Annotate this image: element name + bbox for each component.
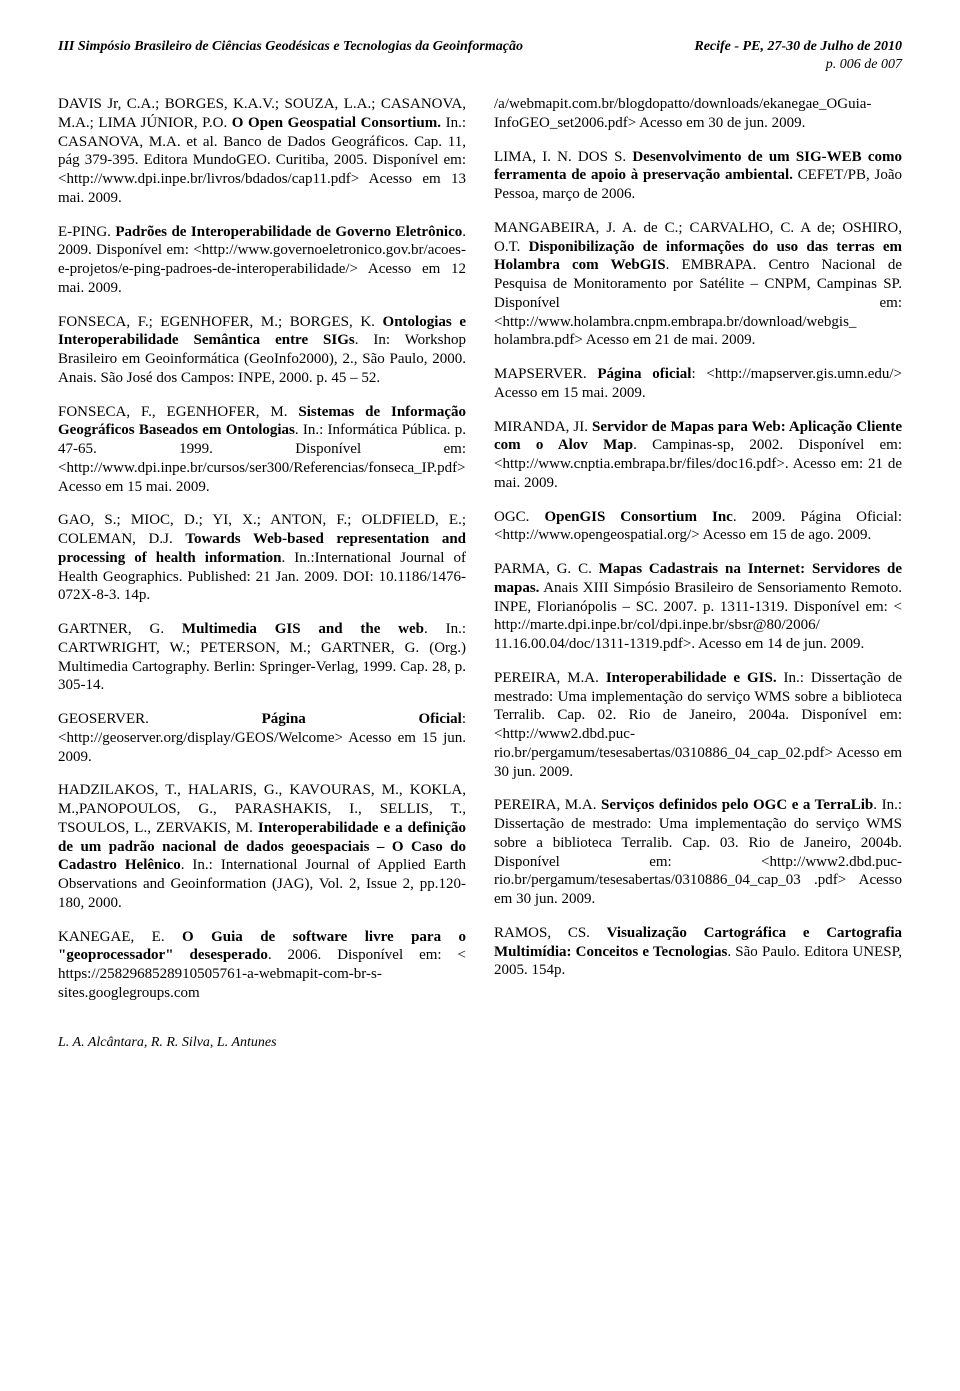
reference-entry: DAVIS Jr, C.A.; BORGES, K.A.V.; SOUZA, L… (58, 95, 466, 208)
reference-entry: MANGABEIRA, J. A. de C.; CARVALHO, C. A … (494, 219, 902, 350)
reference-entry: GEOSERVER. Página Oficial: <http://geose… (58, 710, 466, 766)
reference-entry: MAPSERVER. Página oficial: <http://mapse… (494, 365, 902, 403)
reference-entry: OGC. OpenGIS Consortium Inc. 2009. Págin… (494, 508, 902, 546)
page-header: III Simpósio Brasileiro de Ciências Geod… (58, 38, 902, 56)
reference-entry: MIRANDA, JI. Servidor de Mapas para Web:… (494, 418, 902, 493)
page-number: p. 006 de 007 (58, 56, 902, 74)
header-right: Recife - PE, 27-30 de Julho de 2010 (694, 38, 902, 56)
reference-entry: PEREIRA, M.A. Serviços definidos pelo OG… (494, 796, 902, 909)
reference-entry: FONSECA, F.; EGENHOFER, M.; BORGES, K. O… (58, 313, 466, 388)
reference-entry: HADZILAKOS, T., HALARIS, G., KAVOURAS, M… (58, 781, 466, 912)
reference-entry: RAMOS, CS. Visualização Cartográfica e C… (494, 924, 902, 980)
reference-entry: PEREIRA, M.A. Interoperabilidade e GIS. … (494, 669, 902, 782)
reference-entry: GAO, S.; MIOC, D.; YI, X.; ANTON, F.; OL… (58, 511, 466, 605)
reference-entry: PARMA, G. C. Mapas Cadastrais na Interne… (494, 560, 902, 654)
references-columns: DAVIS Jr, C.A.; BORGES, K.A.V.; SOUZA, L… (58, 95, 902, 1006)
reference-entry: FONSECA, F., EGENHOFER, M. Sistemas de I… (58, 403, 466, 497)
header-left: III Simpósio Brasileiro de Ciências Geod… (58, 38, 523, 56)
reference-entry: E-PING. Padrões de Interoperabilidade de… (58, 223, 466, 298)
reference-entry: KANEGAE, E. O Guia de software livre par… (58, 928, 466, 1003)
reference-entry: GARTNER, G. Multimedia GIS and the web. … (58, 620, 466, 695)
reference-entry: LIMA, I. N. DOS S. Desenvolvimento de um… (494, 148, 902, 204)
reference-entry: /a/webmapit.com.br/blogdopatto/downloads… (494, 95, 902, 133)
page-footer: L. A. Alcântara, R. R. Silva, L. Antunes (58, 1034, 902, 1052)
